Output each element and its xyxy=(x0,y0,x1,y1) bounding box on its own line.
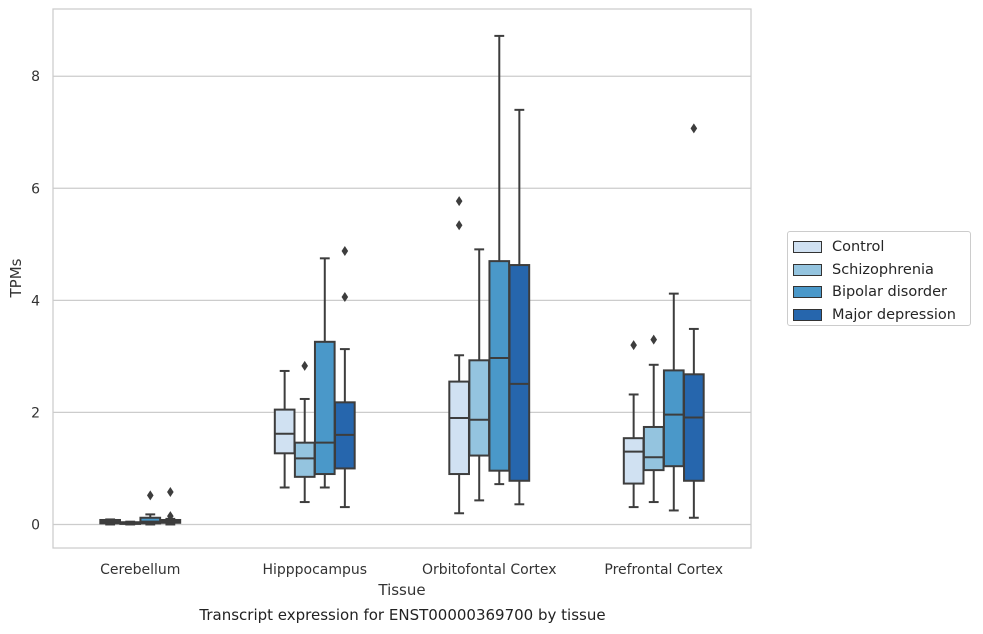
legend-label: Control xyxy=(832,239,885,256)
box-bipolar-disorder xyxy=(662,292,685,512)
box-iqr xyxy=(468,359,491,457)
x-tick-label: Orbitofontal Cortex xyxy=(422,562,557,578)
box-bipolar-disorder xyxy=(139,490,162,526)
outlier-point xyxy=(341,246,349,257)
box-bipolar-disorder xyxy=(488,34,511,486)
legend: Control Schizophrenia Bipolar disorder M… xyxy=(787,231,971,326)
box-control xyxy=(448,196,470,515)
box-iqr xyxy=(293,441,316,478)
legend-swatch-bipolar-disorder xyxy=(793,286,822,299)
box-schizophrenia xyxy=(293,360,316,504)
box-major-depression xyxy=(334,246,356,509)
y-tick-label: 4 xyxy=(31,293,40,309)
box-schizophrenia xyxy=(642,334,665,504)
box-iqr xyxy=(313,340,336,476)
x-tick-label: Prefrontal Cortex xyxy=(604,562,723,578)
outlier-point xyxy=(146,490,154,501)
box-major-depression xyxy=(508,108,531,506)
box-iqr xyxy=(448,380,470,476)
x-axis-title: Tissue xyxy=(377,581,425,599)
legend-swatch-control xyxy=(793,241,822,254)
box-marks xyxy=(99,34,705,526)
outlier-point xyxy=(690,123,698,134)
legend-item-bipolar-disorder: Bipolar disorder xyxy=(788,281,970,304)
box-iqr xyxy=(488,260,511,472)
legend-label: Schizophrenia xyxy=(832,261,934,278)
box-iqr xyxy=(683,373,705,482)
box-schizophrenia xyxy=(468,248,491,502)
outlier-point xyxy=(455,220,463,231)
y-tick-label: 2 xyxy=(31,405,40,421)
y-tick-label: 6 xyxy=(31,181,40,197)
grid-lines xyxy=(53,75,751,526)
box-major-depression xyxy=(159,486,182,526)
legend-label: Bipolar disorder xyxy=(832,284,947,301)
x-tick-label: Hipppocampus xyxy=(262,562,367,578)
legend-item-major-depression: Major depression xyxy=(788,304,970,327)
legend-item-schizophrenia: Schizophrenia xyxy=(788,259,970,282)
outlier-point xyxy=(301,360,309,371)
y-tick-label: 0 xyxy=(31,517,40,533)
y-axis-title: TPMs xyxy=(7,258,25,298)
box-control xyxy=(622,340,645,509)
y-tick-label: 8 xyxy=(31,69,40,85)
legend-swatch-major-depression xyxy=(793,308,822,321)
outlier-point xyxy=(455,196,463,207)
box-iqr xyxy=(508,264,531,482)
box-iqr xyxy=(622,437,645,485)
box-bipolar-disorder xyxy=(313,257,336,489)
tick-labels: 0 2 4 6 8 Cerebellum Hipppocampus Orbitofontal … xyxy=(31,69,723,578)
box-iqr xyxy=(273,408,296,455)
box-control xyxy=(99,518,121,526)
box-iqr xyxy=(662,369,685,468)
outlier-point xyxy=(341,291,349,302)
outlier-point xyxy=(167,486,174,497)
plot-area-frame xyxy=(52,8,752,549)
box-iqr xyxy=(642,425,665,472)
outlier-point xyxy=(650,334,658,345)
box-control xyxy=(273,369,296,489)
legend-label: Major depression xyxy=(832,306,956,323)
chart-caption: Transcript expression for ENST0000036970… xyxy=(199,606,606,624)
outlier-point xyxy=(167,511,174,522)
outlier-point xyxy=(630,340,637,351)
legend-item-control: Control xyxy=(788,236,970,259)
x-tick-label: Cerebellum xyxy=(100,562,180,578)
legend-swatch-schizophrenia xyxy=(793,263,822,276)
box-major-depression xyxy=(683,123,705,519)
box-schizophrenia xyxy=(119,520,142,526)
